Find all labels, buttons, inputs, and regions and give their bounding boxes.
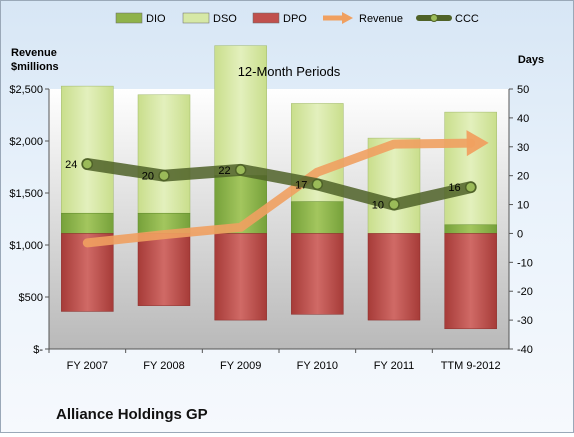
y-right-tick-label: -30: [517, 315, 533, 327]
y-right-tick-label: 0: [517, 228, 523, 240]
bar-dpo: [291, 233, 344, 315]
y-left-tick-label: $-: [33, 344, 43, 356]
revenue-series-group: [82, 130, 489, 248]
legend-label-dpo: DPO: [283, 13, 307, 25]
legend-label-dso: DSO: [213, 13, 237, 25]
bar-dso: [61, 85, 114, 214]
bar-dio: [444, 224, 497, 234]
legend-label-revenue: Revenue: [359, 13, 403, 25]
x-tick-label: FY 2007: [67, 360, 108, 372]
ccc-data-label: 24: [65, 159, 77, 171]
legend-swatch-dio: [115, 12, 143, 24]
bar-dio: [61, 212, 114, 234]
ccc-point: [158, 169, 170, 182]
y-right-tick-label: -40: [517, 344, 533, 356]
y-right-tick-label: 10: [517, 200, 529, 212]
x-tick-label: FY 2010: [297, 360, 338, 372]
bar-dpo: [367, 233, 421, 321]
ccc-point: [311, 178, 324, 191]
y-right-tick-label: 40: [517, 113, 529, 125]
y-right-axis-label: Days: [518, 54, 544, 66]
y-right-tick-label: 20: [517, 171, 529, 183]
y-left-tick-label: $2,500: [9, 84, 43, 96]
bar-dso: [214, 45, 267, 176]
bar-dpo: [137, 233, 191, 306]
ccc-series-group: 24 20 22 17 10 16: [65, 158, 477, 212]
bar-series-group: [61, 45, 497, 330]
bar-dso: [444, 111, 497, 226]
plot-area: [49, 89, 509, 349]
ccc-point: [234, 164, 247, 176]
bar-dio: [291, 201, 344, 234]
x-tick-label: TTM 9-2012: [441, 360, 501, 372]
revenue-arrowhead: [466, 130, 489, 157]
legend-label-dio: DIO: [146, 13, 166, 25]
y-right-tick-label: 30: [517, 142, 529, 154]
legend: DIO DSO DPO Revenue CCC: [115, 12, 479, 25]
bar-dso: [137, 94, 191, 214]
bar-dpo: [444, 233, 497, 330]
ccc-point: [81, 158, 94, 170]
legend-label-ccc: CCC: [455, 13, 479, 25]
revenue-line: [82, 138, 476, 248]
chart-title: 12-Month Periods: [238, 64, 341, 79]
y-right-tick-label: 50: [517, 84, 529, 96]
ccc-data-label: 17: [295, 179, 307, 191]
x-tick-label: FY 2009: [220, 360, 261, 372]
legend-marker-ccc: [430, 14, 438, 22]
ccc-data-label: 20: [142, 171, 154, 183]
ccc-data-label: 22: [218, 165, 230, 177]
ccc-data-label: 10: [372, 200, 384, 212]
y-right-tick-label: -20: [517, 286, 533, 298]
x-tick-label: FY 2011: [374, 360, 415, 372]
legend-arrowhead-revenue: [342, 12, 353, 24]
y-left-axis-label-line1: Revenue: [11, 47, 57, 59]
x-tick-label: FY 2008: [143, 360, 184, 372]
bar-dpo: [214, 233, 267, 321]
ccc-point: [388, 198, 400, 211]
y-left-axis-label-line2: $millions: [11, 61, 59, 73]
y-left-tick-label: $500: [19, 292, 43, 304]
ccc-data-label: 16: [448, 182, 460, 194]
footer-title: Alliance Holdings GP: [56, 406, 208, 423]
ccc-line: [81, 158, 477, 211]
y-left-tick-label: $1,500: [9, 188, 43, 200]
legend-swatch-dpo: [252, 12, 280, 24]
axes-group: $- $500 $1,000 $1,500 $2,000 $2,500 -40 -30 -20 -…: [9, 84, 533, 372]
y-left-tick-label: $2,000: [9, 136, 43, 148]
ccc-point: [464, 181, 477, 193]
y-right-tick-label: -10: [517, 257, 533, 269]
y-left-tick-label: $1,000: [9, 240, 43, 252]
legend-swatch-dso: [182, 12, 210, 24]
